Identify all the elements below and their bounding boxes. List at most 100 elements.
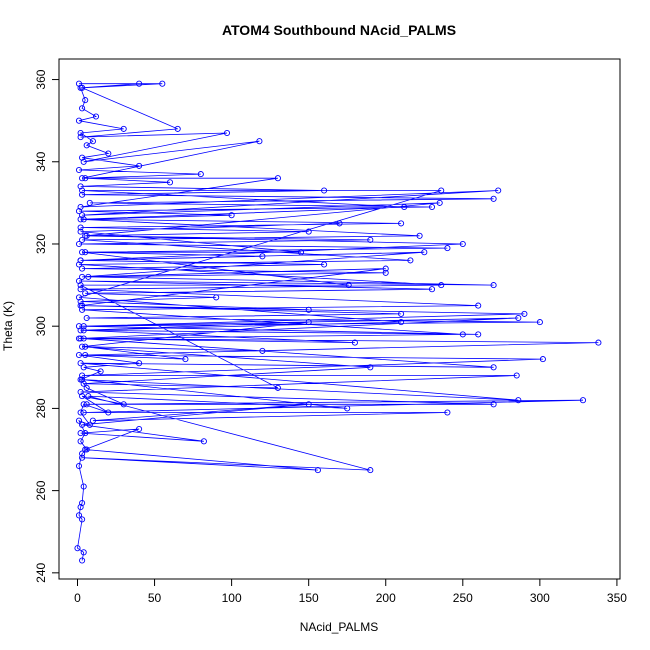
data-point xyxy=(77,224,84,231)
data-point xyxy=(305,319,312,326)
data-point xyxy=(97,368,104,375)
data-point xyxy=(82,343,89,350)
data-point xyxy=(297,249,305,256)
data-point xyxy=(80,409,87,416)
data-point xyxy=(475,331,482,338)
data-point xyxy=(83,401,90,408)
x-tick-label: 250 xyxy=(453,591,473,605)
data-point xyxy=(75,166,83,174)
data-point xyxy=(80,401,87,408)
data-point xyxy=(77,129,84,137)
data-point xyxy=(79,154,86,161)
data-point xyxy=(75,80,83,87)
data-point xyxy=(79,376,86,383)
x-axis-label: NAcid_PALMS xyxy=(300,620,378,634)
data-point xyxy=(77,134,84,141)
data-point xyxy=(136,80,143,87)
data-point xyxy=(259,347,266,354)
data-point xyxy=(79,105,86,112)
data-point xyxy=(77,335,84,342)
data-point xyxy=(200,438,207,445)
data-point xyxy=(79,191,86,198)
data-point xyxy=(513,372,520,379)
data-point xyxy=(82,290,89,297)
data-point xyxy=(314,467,321,474)
data-point xyxy=(77,388,84,396)
y-axis-label: Theta (K) xyxy=(1,301,15,351)
data-point xyxy=(77,360,84,367)
data-point xyxy=(77,203,84,211)
data-point xyxy=(367,236,374,243)
x-tick-label: 200 xyxy=(376,591,396,605)
data-point xyxy=(86,421,93,428)
data-point xyxy=(421,249,428,256)
data-point xyxy=(305,401,312,408)
series-line xyxy=(77,83,599,561)
data-point xyxy=(459,240,466,248)
data-point xyxy=(77,327,84,334)
data-point xyxy=(490,364,497,371)
data-point xyxy=(75,240,83,248)
data-point xyxy=(77,228,84,235)
data-point xyxy=(75,323,83,330)
data-point xyxy=(444,409,451,416)
data-point xyxy=(438,187,445,194)
data-point xyxy=(490,282,497,289)
chart-title: ATOM4 Southbound NAcid_PALMS xyxy=(222,22,456,38)
data-point xyxy=(407,257,414,264)
data-point xyxy=(228,212,235,219)
data-point xyxy=(79,372,86,379)
data-point xyxy=(83,384,90,391)
data-point xyxy=(75,261,83,268)
data-point xyxy=(416,232,423,239)
data-point xyxy=(77,430,84,437)
data-point xyxy=(83,142,90,149)
data-point xyxy=(77,504,84,511)
data-point xyxy=(92,113,100,120)
x-tick-label: 300 xyxy=(530,591,550,605)
data-point xyxy=(401,203,408,211)
data-point xyxy=(105,409,112,416)
data-point xyxy=(77,298,84,305)
data-point xyxy=(86,199,93,206)
data-point xyxy=(579,397,587,404)
data-point xyxy=(120,125,127,132)
x-tick-label: 150 xyxy=(299,591,319,605)
data-point xyxy=(159,80,166,87)
data-point xyxy=(344,405,351,412)
data-point xyxy=(305,228,312,235)
data-point xyxy=(75,277,83,285)
data-point xyxy=(515,397,522,404)
data-point xyxy=(166,179,174,186)
data-point xyxy=(82,430,89,437)
data-point xyxy=(105,150,112,157)
data-point xyxy=(428,203,436,211)
data-point xyxy=(174,125,181,132)
data-point xyxy=(274,384,281,391)
data-point xyxy=(79,273,86,280)
data-point xyxy=(438,282,445,289)
data-layer xyxy=(74,80,602,564)
data-point xyxy=(444,245,451,252)
data-point xyxy=(79,343,86,350)
data-point xyxy=(382,269,389,276)
data-point xyxy=(490,401,497,408)
data-point xyxy=(274,175,281,182)
data-point xyxy=(79,306,86,313)
data-point xyxy=(495,187,502,194)
data-point xyxy=(305,306,312,313)
x-axis: 0 50 100 150 200 250 300 350 xyxy=(74,578,627,605)
data-point xyxy=(82,446,89,453)
data-point xyxy=(82,175,89,182)
y-tick-label: 240 xyxy=(34,563,48,583)
data-point xyxy=(89,417,96,424)
data-point xyxy=(80,380,87,387)
data-point xyxy=(79,265,86,272)
data-point xyxy=(85,393,92,400)
data-point xyxy=(223,129,231,137)
data-point xyxy=(75,512,83,519)
data-point xyxy=(82,232,89,239)
data-point xyxy=(475,302,482,309)
data-point xyxy=(77,302,84,309)
data-point xyxy=(75,351,83,359)
